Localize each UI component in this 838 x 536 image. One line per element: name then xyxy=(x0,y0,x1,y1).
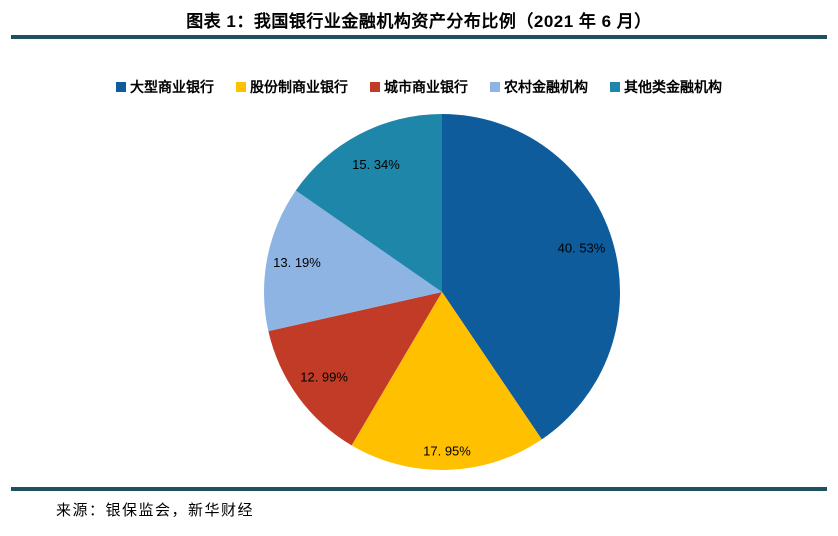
legend-label: 其他类金融机构 xyxy=(624,79,722,95)
legend-item-3: 城市商业银行 xyxy=(370,77,468,97)
pie-data-label-1: 40. 53% xyxy=(558,241,606,256)
legend-label: 农村金融机构 xyxy=(504,79,588,95)
source-note: 来源：银保监会，新华财经 xyxy=(56,503,255,519)
pie-slice-4 xyxy=(263,190,442,332)
legend-item-5: 其他类金融机构 xyxy=(610,77,722,97)
pie-slice-5 xyxy=(295,114,442,292)
legend-swatch xyxy=(116,82,126,92)
legend-item-1: 大型商业银行 xyxy=(116,77,214,97)
legend-swatch xyxy=(490,82,500,92)
legend: 大型商业银行 股份制商业银行 城市商业银行 农村金融机构 其他类金融机构 xyxy=(0,77,838,97)
legend-swatch xyxy=(370,82,380,92)
top-divider xyxy=(11,35,827,39)
pie-data-label-5: 15. 34% xyxy=(352,157,400,172)
legend-label: 城市商业银行 xyxy=(384,79,468,95)
pie-slice-1 xyxy=(442,114,620,440)
pie-data-label-4: 13. 19% xyxy=(273,255,321,270)
legend-swatch xyxy=(610,82,620,92)
pie-data-label-3: 12. 99% xyxy=(300,369,348,384)
chart-title: 图表 1：我国银行业金融机构资产分布比例（2021 年 6 月） xyxy=(186,12,652,31)
pie-data-label-2: 17. 95% xyxy=(423,444,471,459)
legend-item-2: 股份制商业银行 xyxy=(236,77,348,97)
legend-label: 股份制商业银行 xyxy=(250,79,348,95)
legend-item-4: 农村金融机构 xyxy=(490,77,588,97)
bottom-divider xyxy=(11,487,827,491)
legend-label: 大型商业银行 xyxy=(130,79,214,95)
pie-slice-2 xyxy=(351,292,542,471)
pie-slice-3 xyxy=(268,292,442,446)
legend-swatch xyxy=(236,82,246,92)
